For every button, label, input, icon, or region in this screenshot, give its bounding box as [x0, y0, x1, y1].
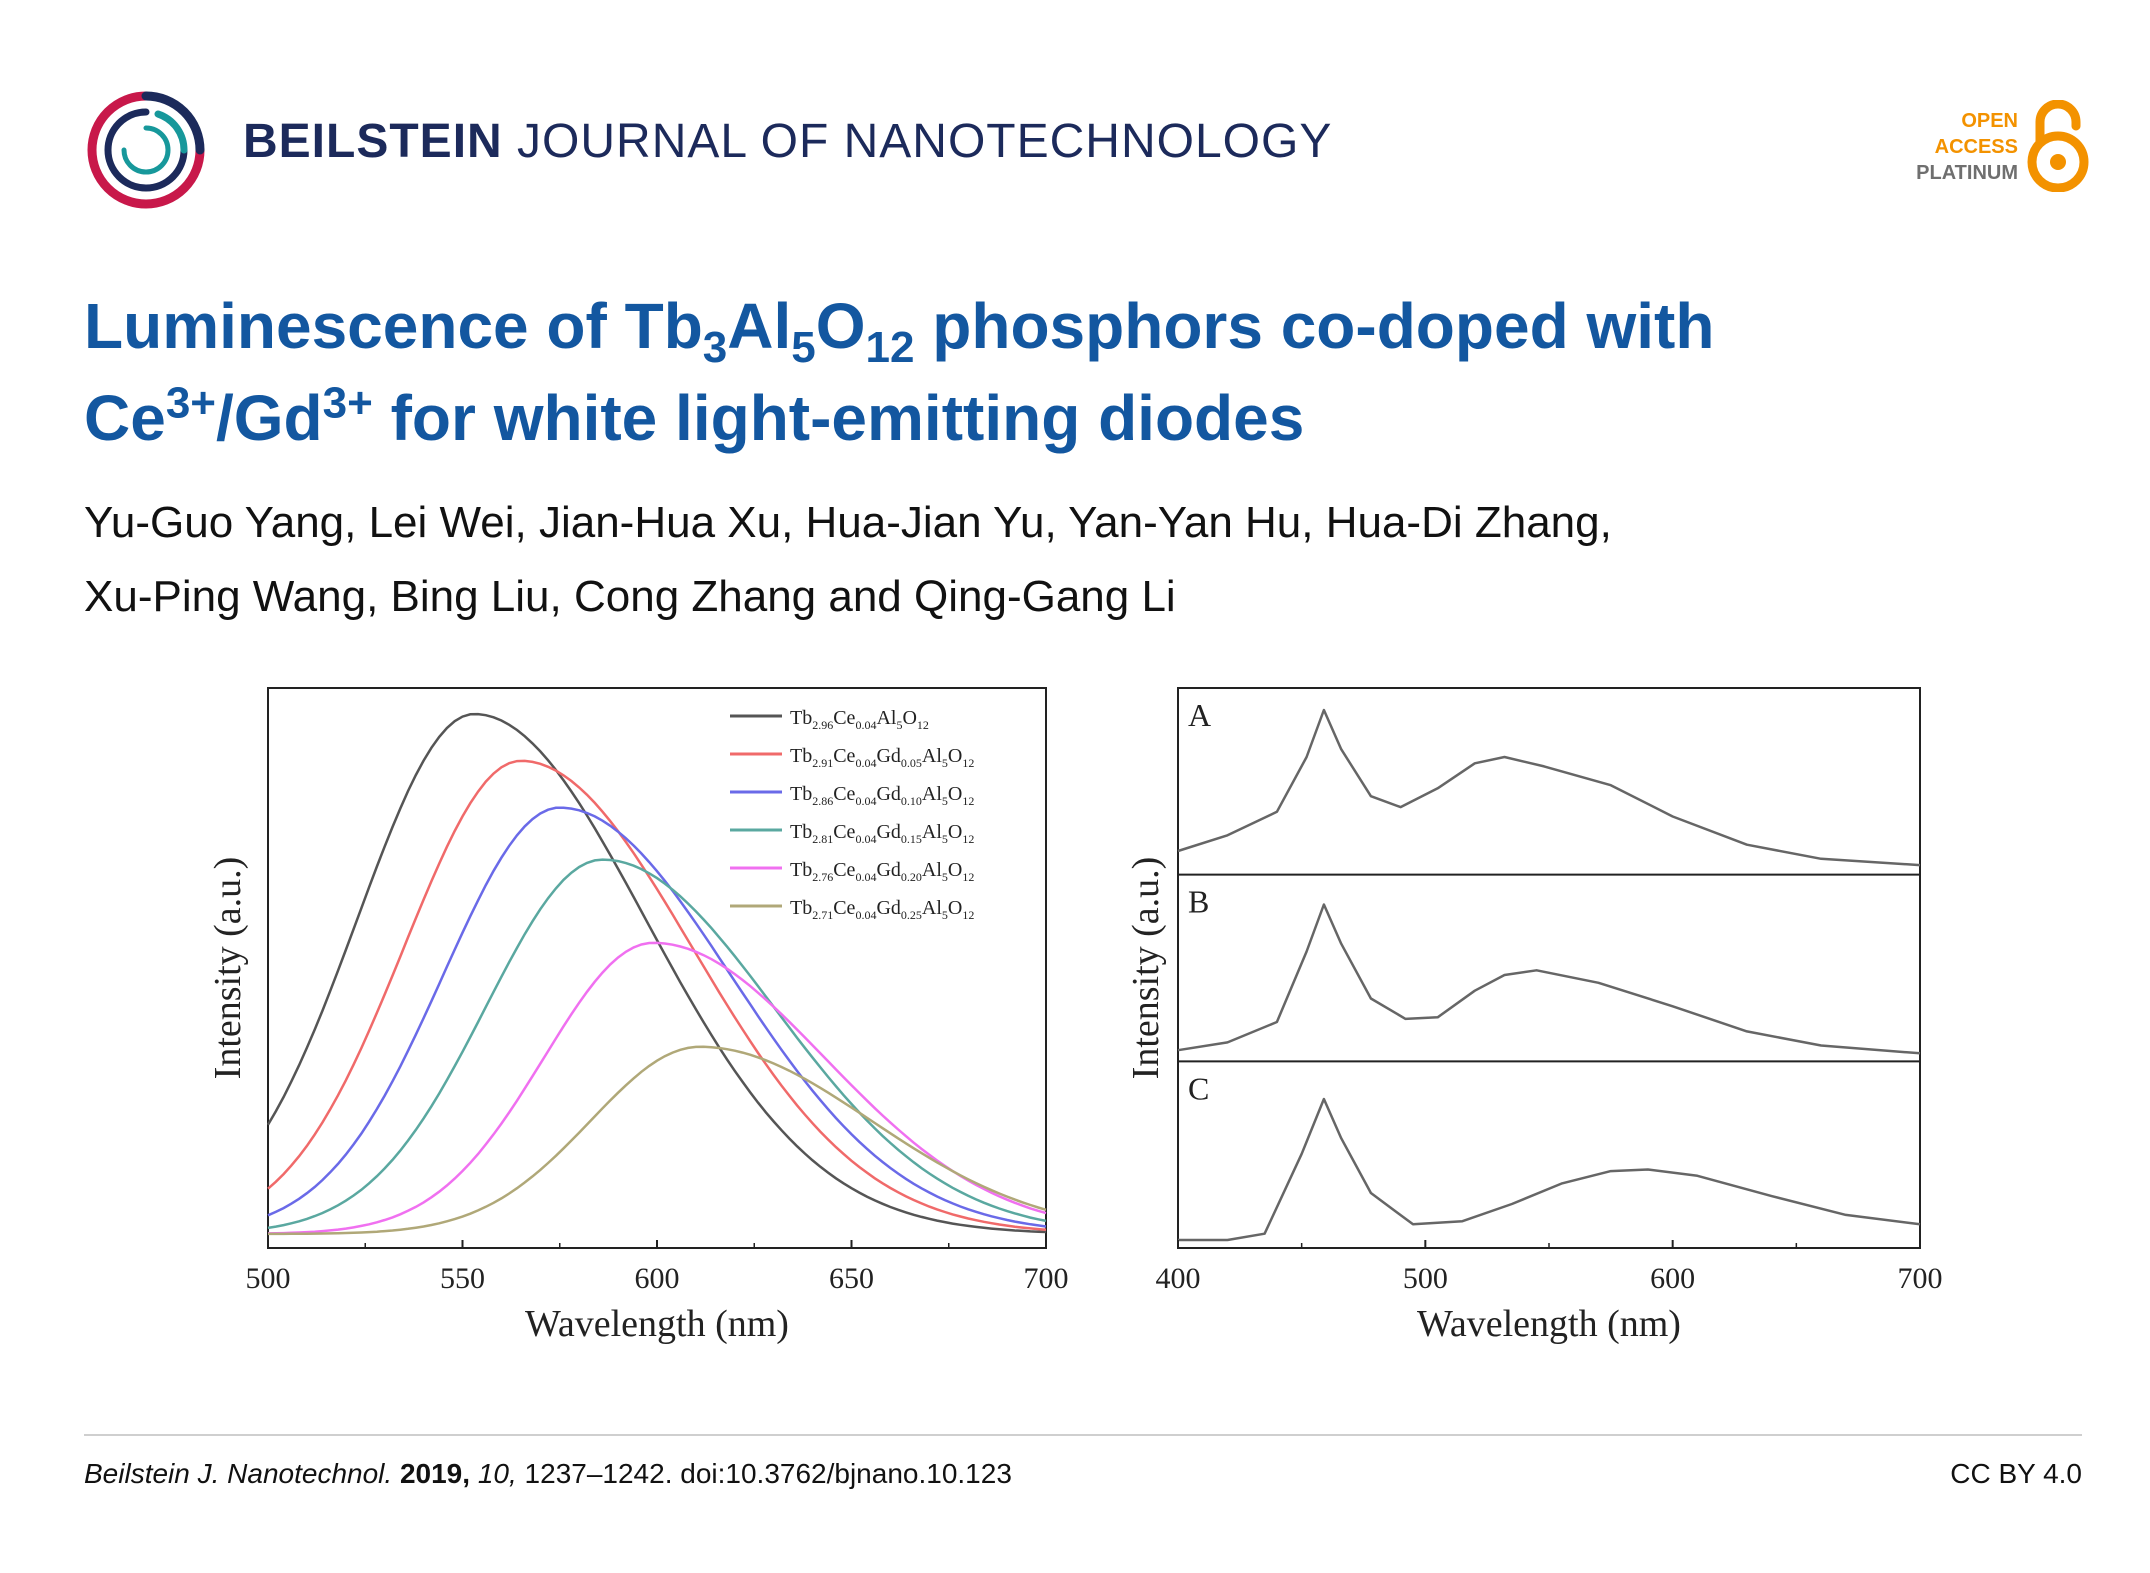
- x-tick-label: 700: [1898, 1262, 1943, 1295]
- emission-spectra-chart: 500 550 600 650 700 Wavelength (nm) Intensity …: [210, 687, 1069, 1345]
- author-line-1: Yu-Guo Yang, Lei Wei, Jian-Hua Xu, Hua-J…: [84, 498, 1612, 547]
- series-line-1: [266, 712, 1047, 1234]
- panel-curve-C: [1178, 1097, 1921, 1242]
- legend-label: Tb2.71Ce0.04Gd0.25Al5O12: [790, 897, 974, 922]
- series-line-2: [267, 759, 1047, 1231]
- series-line-4: [267, 858, 1047, 1230]
- title-part: Al: [727, 290, 792, 362]
- citation-journal: Beilstein J. Nanotechnol.: [84, 1458, 393, 1489]
- plot-frame: [1177, 687, 1921, 1249]
- journal-name-bold: BEILSTEIN: [243, 115, 503, 168]
- panel-curve-B: [1177, 903, 1921, 1055]
- title-sup: 3+: [322, 378, 373, 428]
- series-line-3: [267, 806, 1047, 1228]
- citation-volume: 10,: [477, 1458, 517, 1489]
- author-list: Yu-Guo Yang, Lei Wei, Jian-Hua Xu, Hua-J…: [84, 486, 2044, 634]
- title-part: /Gd: [215, 382, 323, 454]
- x-axis-label: Wavelength (nm): [1417, 1303, 1681, 1345]
- title-part: O: [815, 290, 866, 362]
- y-axis-label: Intensity (a.u.): [1130, 857, 1167, 1080]
- journal-name-rest: JOURNAL OF NANOTECHNOLOGY: [517, 115, 1333, 168]
- article-title: Luminescence of Tb3Al5O12 phosphors co-d…: [84, 280, 2044, 464]
- open-access-badge: OPEN ACCESS PLATINUM: [1880, 100, 2090, 200]
- citation-pages-doi: 1237–1242. doi:10.3762/bjnano.10.123: [524, 1458, 1012, 1489]
- x-tick-label: 600: [635, 1262, 680, 1295]
- title-part: Luminescence of Tb: [84, 290, 703, 362]
- x-tick-label: 500: [1403, 1262, 1448, 1295]
- title-sup: 3+: [165, 378, 216, 428]
- journal-name: BEILSTEIN JOURNAL OF NANOTECHNOLOGY: [243, 114, 1332, 169]
- panel-label-C: C: [1188, 1070, 1209, 1106]
- title-part: Ce: [84, 382, 166, 454]
- legend-label: Tb2.76Ce0.04Gd0.20Al5O12: [790, 859, 974, 884]
- x-axis-label: Wavelength (nm): [525, 1303, 789, 1345]
- x-tick-label: 650: [829, 1262, 874, 1295]
- title-sub: 5: [791, 322, 816, 372]
- title-sub: 12: [865, 322, 915, 372]
- license-label: CC BY 4.0: [1950, 1458, 2082, 1489]
- series-line-6: [268, 1045, 1047, 1236]
- x-tick-label: 400: [1156, 1262, 1201, 1295]
- footer-divider: [84, 1434, 2082, 1436]
- plot-frame: [267, 687, 1047, 1249]
- legend-label: Tb2.86Ce0.04Gd0.10Al5O12: [790, 783, 974, 808]
- x-tick-label: 550: [440, 1262, 485, 1295]
- x-tick-label: 500: [246, 1262, 291, 1295]
- oa-platinum-label: PLATINUM: [1916, 162, 2018, 184]
- citation: Beilstein J. Nanotechnol. 2019, 10, 1237…: [84, 1458, 1012, 1490]
- citation-year: 2019,: [399, 1458, 471, 1489]
- author-line-2: Xu-Ping Wang, Bing Liu, Cong Zhang and Q…: [84, 572, 1176, 621]
- title-sub: 3: [702, 322, 728, 372]
- y-axis-label: Intensity (a.u.): [210, 857, 249, 1080]
- legend-label: Tb2.91Ce0.04Gd0.05Al5O12: [790, 745, 974, 770]
- oa-access-label: ACCESS: [1934, 136, 2018, 158]
- legend-label: Tb2.81Ce0.04Gd0.15Al5O12: [790, 821, 974, 846]
- title-part: phosphors co-doped with: [914, 290, 1715, 362]
- panel-label-B: B: [1188, 884, 1209, 920]
- stacked-spectra-chart: A B C 400 500 600 700 Wavelength (nm) Intensity …: [1130, 687, 1943, 1345]
- beilstein-logo-icon: [87, 91, 205, 209]
- x-tick-label: 700: [1024, 1262, 1069, 1295]
- legend-label: Tb2.96Ce0.04Al5O12: [790, 707, 929, 732]
- panel-label-A: A: [1188, 697, 1211, 733]
- series-line-5: [267, 941, 1047, 1235]
- oa-open-label: OPEN: [1961, 110, 2018, 132]
- x-tick-label: 600: [1650, 1262, 1695, 1295]
- title-part: for white light-emitting diodes: [372, 382, 1305, 454]
- open-access-lock-icon: [2027, 100, 2089, 192]
- panel-curve-A: [1177, 708, 1921, 867]
